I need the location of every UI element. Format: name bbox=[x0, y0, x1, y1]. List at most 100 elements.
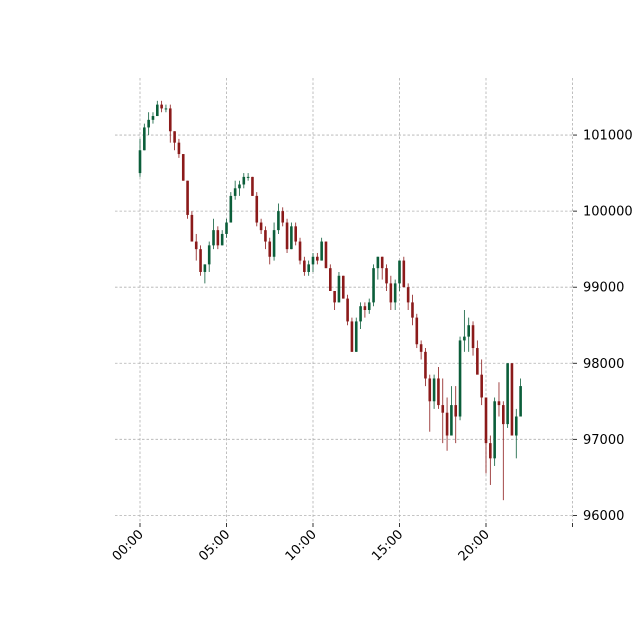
candle-body-down bbox=[445, 412, 449, 436]
candle-body-down bbox=[268, 241, 272, 257]
candle-body-down bbox=[510, 363, 514, 436]
candle-body-down bbox=[489, 443, 492, 459]
candle-body-down bbox=[484, 397, 488, 444]
x-tick-label: 15:00 bbox=[369, 527, 406, 564]
candle-body-down bbox=[173, 131, 176, 143]
candle-body-up bbox=[156, 104, 159, 117]
candle-body-down bbox=[471, 325, 475, 349]
candle-body-down bbox=[285, 222, 289, 250]
candle-body-down bbox=[329, 268, 332, 291]
candle-body-down bbox=[454, 405, 458, 417]
candle-body-up bbox=[242, 176, 246, 185]
candle-body-down bbox=[350, 321, 354, 352]
candle-body-up bbox=[307, 264, 310, 272]
y-tick-label: 100000 bbox=[583, 205, 633, 220]
candle-body-down bbox=[406, 287, 410, 303]
candle-body-down bbox=[497, 401, 501, 406]
candle-body-up bbox=[272, 230, 276, 257]
candle-body-up bbox=[238, 184, 241, 189]
candle-body-up bbox=[432, 378, 436, 402]
candle-body-up bbox=[519, 386, 522, 417]
candle-body-down bbox=[177, 142, 181, 155]
candle-body-up bbox=[225, 222, 228, 234]
candle-body-up bbox=[151, 116, 155, 120]
candle-body-up bbox=[493, 401, 496, 459]
candle-body-down bbox=[259, 222, 263, 231]
candle-body-down bbox=[251, 176, 254, 196]
candle-body-up bbox=[337, 275, 341, 303]
candle-body-up bbox=[290, 226, 293, 250]
candle-body-down bbox=[346, 298, 349, 322]
candle-body-down bbox=[160, 104, 163, 109]
candle-body-down bbox=[199, 249, 202, 272]
candle-body-up bbox=[311, 256, 315, 265]
candle-body-up bbox=[450, 405, 453, 436]
x-tick-label: 10:00 bbox=[283, 527, 320, 564]
candle-body-down bbox=[415, 317, 419, 345]
candle-body-down bbox=[255, 195, 259, 223]
candle-body-down bbox=[324, 241, 328, 269]
candle-body-down bbox=[264, 230, 267, 242]
candle-body-up bbox=[367, 302, 371, 311]
candle-body-down bbox=[316, 256, 319, 261]
candle-body-up bbox=[203, 264, 207, 272]
x-tick-label: 00:00 bbox=[110, 527, 147, 564]
candle-body-down bbox=[428, 378, 432, 402]
candle-body-up bbox=[212, 230, 215, 246]
candle-body-down bbox=[411, 302, 414, 318]
x-tick-label: 05:00 bbox=[196, 527, 233, 564]
candle-body-up bbox=[246, 176, 250, 178]
candle-body-up bbox=[229, 195, 233, 223]
candle-body-up bbox=[458, 340, 462, 417]
candle-body-up bbox=[514, 416, 518, 436]
candle-body-down bbox=[385, 268, 388, 284]
candle-body-up bbox=[354, 321, 358, 352]
candle-body-down bbox=[424, 351, 427, 379]
candle-body-up bbox=[220, 233, 224, 246]
candle-body-up bbox=[467, 325, 470, 337]
candle-body-down bbox=[333, 290, 336, 303]
candle-body-up bbox=[463, 336, 466, 341]
candle-body-up bbox=[277, 211, 280, 231]
candle-body-up bbox=[359, 306, 362, 322]
candle-body-down bbox=[502, 405, 505, 425]
candle-body-down bbox=[437, 378, 440, 406]
y-tick-label: 98000 bbox=[583, 357, 624, 372]
candle-body-down bbox=[216, 230, 220, 246]
candle-body-down bbox=[476, 348, 479, 375]
candle-body-down bbox=[402, 260, 406, 288]
candle-body-down bbox=[389, 283, 393, 303]
candle-body-up bbox=[147, 119, 150, 128]
candle-body-up bbox=[372, 268, 375, 303]
y-tick-label: 101000 bbox=[583, 129, 633, 144]
candle-body-up bbox=[164, 108, 168, 110]
y-tick-label: 99000 bbox=[583, 281, 624, 296]
candle-body-down bbox=[194, 241, 198, 250]
candle-body-up bbox=[143, 127, 146, 151]
candle-body-down bbox=[190, 214, 194, 242]
candle-body-up bbox=[320, 241, 323, 261]
candle-body-down bbox=[168, 108, 172, 132]
y-tick-label: 96000 bbox=[583, 509, 624, 524]
candle-body-down bbox=[298, 241, 302, 261]
candle-body-up bbox=[506, 363, 509, 425]
x-tick-label: 20:00 bbox=[456, 527, 493, 564]
candle-body-down bbox=[419, 344, 423, 352]
candle-body-up bbox=[398, 260, 401, 284]
candle-body-down bbox=[303, 260, 306, 272]
candle-body-down bbox=[441, 405, 445, 413]
candle-body-up bbox=[207, 245, 211, 265]
candles bbox=[138, 100, 522, 501]
candle-body-up bbox=[233, 188, 237, 196]
candle-body-down bbox=[294, 226, 297, 242]
candle-body-up bbox=[393, 283, 397, 303]
candle-body-down bbox=[480, 374, 483, 398]
candle-body-up bbox=[138, 150, 142, 174]
candle-body-down bbox=[186, 180, 189, 215]
candle-body-down bbox=[363, 306, 367, 311]
y-tick-label: 97000 bbox=[583, 433, 624, 448]
gridlines bbox=[115, 78, 573, 523]
candle-body-down bbox=[181, 154, 185, 181]
candle-body-up bbox=[376, 256, 380, 269]
